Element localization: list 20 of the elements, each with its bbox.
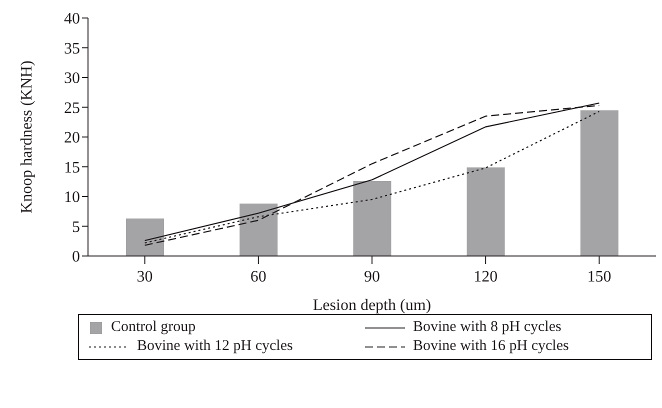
legend-label: Control group (111, 319, 196, 336)
y-tick-label: 40 (64, 10, 80, 28)
y-tick-label: 10 (64, 189, 80, 206)
x-tick-label: 30 (136, 268, 153, 286)
y-tick-label: 30 (64, 70, 80, 88)
x-axis-title: Lesion depth (um) (312, 297, 432, 314)
legend-label: Bovine with 12 pH cycles (137, 338, 293, 355)
x-tick-label: 60 (250, 268, 266, 286)
y-tick-label: 20 (64, 130, 80, 147)
y-tick-label: 0 (72, 248, 80, 266)
legend-label: Bovine with 8 pH cycles (413, 319, 562, 336)
x-tick-label: 120 (474, 268, 498, 286)
y-tick-label: 35 (64, 40, 80, 58)
y-tick-label: 5 (72, 218, 80, 236)
legend-label: Bovine with 16 pH cycles (413, 338, 569, 355)
x-tick-label: 90 (364, 268, 380, 286)
y-tick-label: 25 (64, 100, 80, 117)
x-tick-label: 150 (587, 268, 612, 286)
y-axis-title: Knoop hardness (KNH) (18, 60, 36, 214)
y-tick-label: 15 (64, 159, 80, 176)
